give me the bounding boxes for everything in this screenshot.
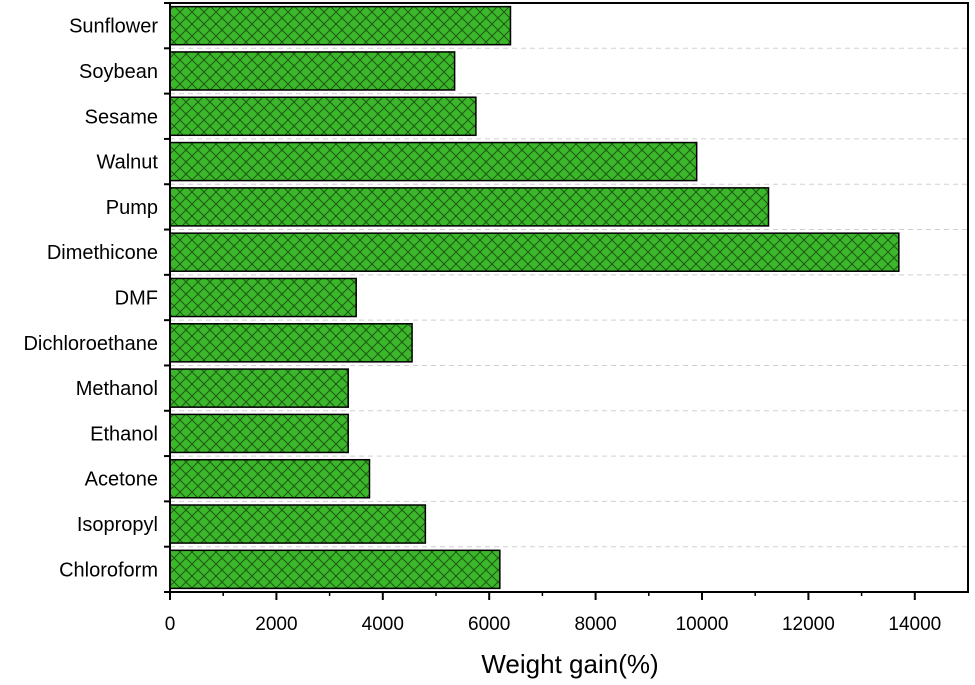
category-label: DMF (115, 288, 158, 310)
bar-dichloroethane (169, 323, 413, 363)
category-label: Methanol (76, 378, 158, 400)
x-tick-label: 10000 (676, 614, 729, 635)
x-tick-label: 14000 (888, 614, 941, 635)
bar-pump (169, 187, 770, 227)
category-label: Walnut (96, 152, 158, 174)
bar-walnut (169, 141, 698, 182)
bar-ethanol (169, 413, 349, 454)
x-axis-title: Weight gain(%) (481, 649, 658, 679)
plot-frame (169, 2, 969, 593)
category-label: Isopropyl (77, 514, 158, 536)
labels: Sunflower Soybean Sesame Walnut Pump Dimethic… (23, 16, 941, 635)
bar-acetone (169, 458, 371, 499)
category-label: Dichloroethane (23, 333, 158, 355)
bars (169, 5, 900, 590)
category-label: Pump (106, 197, 158, 219)
x-tick-label: 2000 (255, 614, 297, 635)
category-label: Dimethicone (47, 242, 158, 264)
category-label: Chloroform (59, 559, 158, 581)
x-tick-label: 6000 (468, 614, 510, 635)
axes (164, 2, 969, 600)
category-label: Sesame (85, 106, 158, 128)
x-tick-label: 4000 (362, 614, 404, 635)
bar-dmf (169, 277, 357, 318)
x-tick-label: 8000 (574, 614, 616, 635)
bar-chloroform (169, 549, 501, 590)
bar-dimethicone (169, 232, 900, 272)
grid-lines (170, 47, 968, 548)
bar-sesame (169, 96, 477, 137)
x-tick-label: 0 (165, 614, 176, 635)
bar-methanol (169, 368, 349, 408)
category-label: Sunflower (69, 16, 158, 38)
category-label: Acetone (85, 469, 158, 491)
x-tick-label: 12000 (782, 614, 835, 635)
bar-isopropyl (169, 504, 427, 544)
bar-soybean (169, 51, 456, 91)
category-label: Soybean (79, 61, 158, 83)
category-label: Ethanol (90, 423, 158, 445)
bar-sunflower (169, 5, 512, 46)
